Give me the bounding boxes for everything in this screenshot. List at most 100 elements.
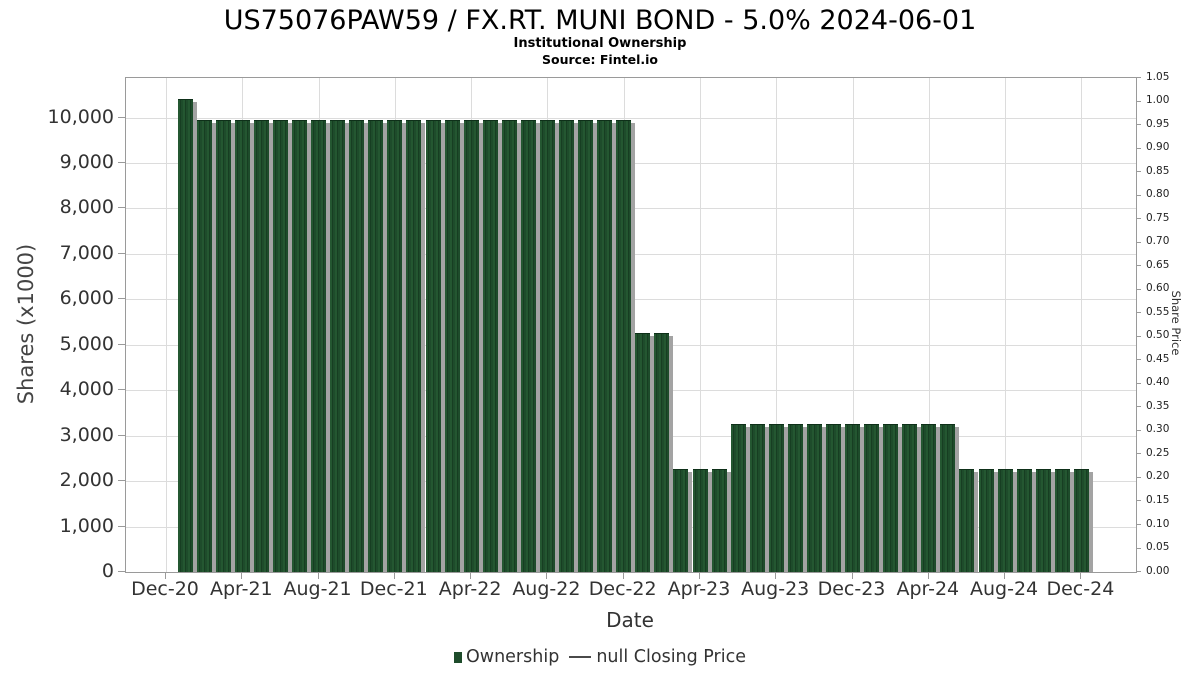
- y-axis-right-tick-label: 0.10: [1146, 517, 1170, 530]
- plot-area: [125, 77, 1137, 573]
- ownership-bar-Apr-21: [234, 119, 250, 572]
- legend: Ownership null Closing Price: [0, 647, 1200, 667]
- ownership-bar-Jan-23: [635, 332, 651, 572]
- y-axis-right-tick-label: 0.70: [1146, 235, 1170, 248]
- ownership-bar-May-21: [253, 119, 269, 572]
- ownership-bar-Oct-22: [578, 119, 593, 572]
- x-axis-tick-label: Aug-21: [283, 578, 352, 600]
- ownership-bar-Sep-24: [1016, 469, 1032, 572]
- ownership-bar-Mar-22: [444, 119, 460, 572]
- x-axis-tick-label: Dec-23: [817, 578, 886, 600]
- x-axis-tick-mark: [927, 572, 929, 579]
- ownership-bar-Jun-24: [959, 469, 975, 572]
- y-axis-right-tick-mark: [1136, 547, 1141, 549]
- ownership-bar-Jun-21: [272, 119, 288, 572]
- y-axis-right-tick-label: 0.25: [1146, 446, 1170, 459]
- y-axis-right-tick-mark: [1136, 571, 1141, 572]
- x-axis-tick-mark: [1080, 572, 1082, 579]
- y-axis-title-right: Share Price: [1169, 290, 1183, 356]
- chart-title: US75076PAW59 / FX.RT. MUNI BOND - 5.0% 2…: [223, 5, 977, 36]
- y-axis-left-tick-label: 0: [101, 560, 114, 582]
- ownership-bar-Sep-21: [330, 119, 346, 572]
- x-axis-tick-mark: [1004, 572, 1006, 579]
- ownership-bar-Feb-21: [196, 119, 212, 572]
- ownership-bar-Dec-21: [387, 119, 403, 572]
- ownership-bar-Feb-22: [425, 119, 441, 572]
- y-axis-right-tick-mark: [1136, 359, 1141, 361]
- ownership-bar-May-22: [482, 119, 498, 572]
- ownership-bar-Jan-21: [177, 99, 193, 572]
- ownership-bar-Nov-21: [368, 119, 384, 572]
- y-axis-left-tick-mark: [118, 343, 125, 345]
- closing-price-line-icon: [569, 655, 592, 659]
- y-axis-right-tick-label: 0.30: [1146, 423, 1170, 436]
- y-axis-right-tick-mark: [1136, 406, 1141, 408]
- y-axis-left-tick-label: 8,000: [59, 196, 114, 219]
- ownership-bar-Apr-23: [692, 469, 708, 572]
- ownership-bar-Feb-23: [654, 332, 670, 572]
- ownership-bar-Mar-21: [215, 119, 231, 572]
- y-axis-right-tick-label: 1.00: [1146, 94, 1170, 106]
- y-axis-right-tick-mark: [1136, 171, 1141, 173]
- ownership-bar-Mar-23: [673, 469, 689, 572]
- ownership-bar-Oct-23: [806, 423, 822, 572]
- y-axis-right-tick-mark: [1136, 476, 1141, 478]
- x-axis-tick-label: Aug-24: [970, 578, 1039, 600]
- ownership-bar-Feb-24: [883, 423, 899, 572]
- y-axis-left-tick-mark: [118, 571, 125, 572]
- legend-item-null-closing-price[interactable]: null Closing Price: [569, 647, 746, 667]
- v-gridline: [852, 78, 854, 572]
- ownership-bar-Apr-24: [921, 423, 937, 572]
- x-axis-tick-mark: [699, 572, 700, 579]
- ownership-bar-Oct-21: [349, 119, 365, 572]
- y-axis-right-tick-mark: [1136, 265, 1141, 267]
- y-axis-left-tick-mark: [118, 480, 125, 482]
- ownership-bar-Nov-24: [1054, 469, 1070, 572]
- x-axis-tick-label: Aug-23: [741, 578, 810, 600]
- y-axis-right-tick-mark: [1136, 524, 1141, 525]
- x-axis-tick-mark: [393, 572, 395, 579]
- chart-subtitle: Institutional Ownership: [513, 36, 687, 51]
- y-axis-right-tick-mark: [1136, 124, 1141, 125]
- y-axis-right-tick-label: 0.85: [1146, 164, 1170, 177]
- x-axis-tick-label: Apr-21: [209, 578, 273, 600]
- ownership-bar-Jul-22: [520, 119, 536, 572]
- ownership-bar-May-24: [940, 423, 956, 572]
- ownership-bar-Nov-23: [826, 423, 841, 572]
- y-axis-left-tick-label: 6,000: [59, 287, 114, 310]
- y-axis-right-tick-label: 0.05: [1146, 541, 1170, 553]
- y-axis-right-tick-label: 0.40: [1146, 376, 1170, 389]
- ownership-bar-Jun-23: [730, 423, 746, 572]
- y-axis-right-tick-mark: [1136, 194, 1141, 196]
- v-gridline: [166, 78, 167, 572]
- y-axis-left-tick-mark: [118, 389, 125, 391]
- x-axis-tick-mark: [165, 572, 166, 579]
- x-axis-tick-label: Dec-20: [131, 578, 199, 600]
- x-axis-tick-label: Apr-23: [667, 578, 731, 600]
- x-axis-tick-label: Aug-22: [512, 578, 581, 600]
- ownership-bar-Jan-24: [864, 423, 880, 572]
- y-axis-right-tick-label: 0.35: [1146, 399, 1170, 412]
- x-axis-tick-mark: [622, 572, 624, 579]
- y-axis-left-tick-label: 1,000: [59, 514, 114, 537]
- y-axis-left-tick-label: 3,000: [59, 423, 114, 446]
- ownership-swatch-icon: [453, 651, 462, 663]
- y-axis-left-tick-mark: [118, 298, 125, 300]
- x-axis-tick-label: Dec-22: [588, 578, 657, 600]
- y-axis-right-tick-mark: [1136, 335, 1141, 337]
- legend-item-ownership[interactable]: Ownership: [453, 647, 559, 667]
- y-axis-right-tick-label: 0.80: [1146, 188, 1170, 201]
- legend-label-null-closing-price: null Closing Price: [596, 647, 747, 667]
- ownership-bar-Jan-22: [406, 119, 422, 572]
- y-axis-right-tick-label: 0.15: [1146, 493, 1170, 506]
- x-axis-tick-label: Apr-22: [438, 578, 502, 600]
- ownership-bar-Apr-22: [463, 119, 479, 572]
- y-axis-right-tick-label: 0.45: [1146, 352, 1170, 365]
- y-axis-left-tick-mark: [118, 162, 125, 163]
- y-axis-right-tick-label: 0.20: [1146, 470, 1170, 483]
- y-axis-right-tick-mark: [1136, 453, 1141, 455]
- ownership-bar-Sep-22: [559, 119, 574, 572]
- y-axis-right-tick-label: 0.65: [1146, 258, 1170, 271]
- ownership-bar-Mar-24: [902, 423, 918, 572]
